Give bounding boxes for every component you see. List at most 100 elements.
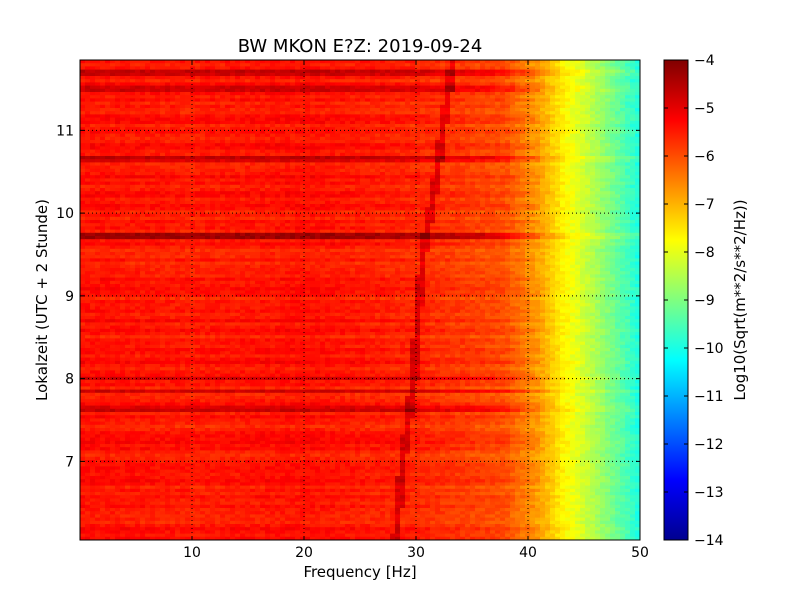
heatmap-cell (235, 72, 241, 77)
heatmap-cell (430, 60, 436, 64)
heatmap-cell (510, 66, 516, 71)
heatmap-cell (135, 82, 141, 87)
heatmap-cell (105, 79, 111, 83)
heatmap-cell (230, 72, 236, 77)
heatmap-cell (475, 66, 481, 71)
heatmap-cell (345, 63, 351, 67)
heatmap-cell (475, 69, 481, 74)
heatmap-cell (545, 79, 551, 83)
heatmap-cell (450, 60, 456, 64)
heatmap-cell (635, 76, 640, 80)
heatmap-cell (600, 82, 606, 87)
heatmap-cell (230, 63, 236, 67)
heatmap-cell (210, 66, 216, 71)
heatmap-cell (85, 79, 91, 83)
heatmap-cell (345, 60, 351, 64)
heatmap-cell (110, 60, 116, 64)
heatmap-cell (605, 79, 611, 83)
heatmap-cell (465, 88, 471, 93)
heatmap-cell (320, 76, 326, 80)
heatmap-cell (490, 63, 496, 67)
heatmap-cell (305, 79, 311, 83)
heatmap-cell (590, 85, 596, 90)
heatmap-cell (595, 63, 601, 67)
heatmap-cell (210, 82, 216, 87)
heatmap-cell (300, 63, 306, 67)
heatmap-cell (205, 82, 211, 87)
heatmap-cell (300, 60, 306, 64)
heatmap-cell (315, 88, 321, 93)
heatmap-cell (520, 76, 526, 80)
heatmap-cell (495, 79, 501, 83)
heatmap-cell (365, 69, 371, 74)
heatmap-cell (520, 60, 526, 64)
heatmap-cell (515, 79, 521, 83)
heatmap-cell (105, 60, 111, 64)
heatmap-cell (590, 66, 596, 71)
heatmap-cell (545, 88, 551, 93)
heatmap-cell (300, 85, 306, 90)
heatmap-cell (415, 69, 421, 74)
heatmap-cell (600, 60, 606, 64)
heatmap-cell (370, 76, 376, 80)
heatmap-cell (460, 82, 466, 87)
heatmap-cell (295, 63, 301, 67)
heatmap-cell (95, 79, 101, 83)
heatmap-cell (455, 66, 461, 71)
heatmap-cell (205, 79, 211, 83)
heatmap-cell (225, 69, 231, 74)
heatmap-cell (335, 69, 341, 74)
heatmap-cell (320, 69, 326, 74)
heatmap-cell (155, 79, 161, 83)
heatmap-cell (370, 88, 376, 93)
heatmap-cell (450, 85, 456, 90)
heatmap-cell (505, 66, 511, 71)
heatmap-cell (110, 79, 116, 83)
heatmap-cell (620, 66, 626, 71)
heatmap-cell (290, 69, 296, 74)
heatmap-cell (410, 60, 416, 64)
heatmap-cell (210, 76, 216, 80)
heatmap-cell (390, 69, 396, 74)
heatmap-cell (245, 79, 251, 83)
heatmap-cell (565, 72, 571, 77)
heatmap-cell (180, 69, 186, 74)
heatmap-cell (265, 76, 271, 80)
heatmap-cell (220, 79, 226, 83)
heatmap-cell (100, 82, 106, 87)
heatmap-cell (340, 82, 346, 87)
heatmap-cell (560, 85, 566, 90)
heatmap-cell (505, 60, 511, 64)
heatmap-cell (235, 60, 241, 64)
heatmap-cell (195, 85, 201, 90)
heatmap-cell (485, 76, 491, 80)
heatmap-cell (515, 76, 521, 80)
heatmap-cell (230, 66, 236, 71)
heatmap-cell (180, 60, 186, 64)
heatmap-cell (610, 63, 616, 67)
heatmap-cell (585, 60, 591, 64)
heatmap-cell (85, 69, 91, 74)
heatmap-cell (610, 60, 616, 64)
heatmap-cell (425, 69, 431, 74)
heatmap-cell (375, 82, 381, 87)
heatmap-cell (190, 72, 196, 77)
heatmap-cell (185, 85, 191, 90)
heatmap-cell (350, 72, 356, 77)
heatmap-cell (295, 76, 301, 80)
heatmap-cell (500, 82, 506, 87)
heatmap-cell (370, 69, 376, 74)
heatmap-cell (115, 88, 121, 93)
heatmap-cell (160, 66, 166, 71)
heatmap-cell (580, 82, 586, 87)
heatmap-cell (265, 63, 271, 67)
heatmap-cell (195, 79, 201, 83)
heatmap-cell (455, 76, 461, 80)
heatmap-cell (80, 60, 86, 64)
heatmap-cell (460, 72, 466, 77)
heatmap-cell (515, 63, 521, 67)
heatmap-cell (130, 79, 136, 83)
heatmap-cell (210, 60, 216, 64)
heatmap-cell (515, 60, 521, 64)
